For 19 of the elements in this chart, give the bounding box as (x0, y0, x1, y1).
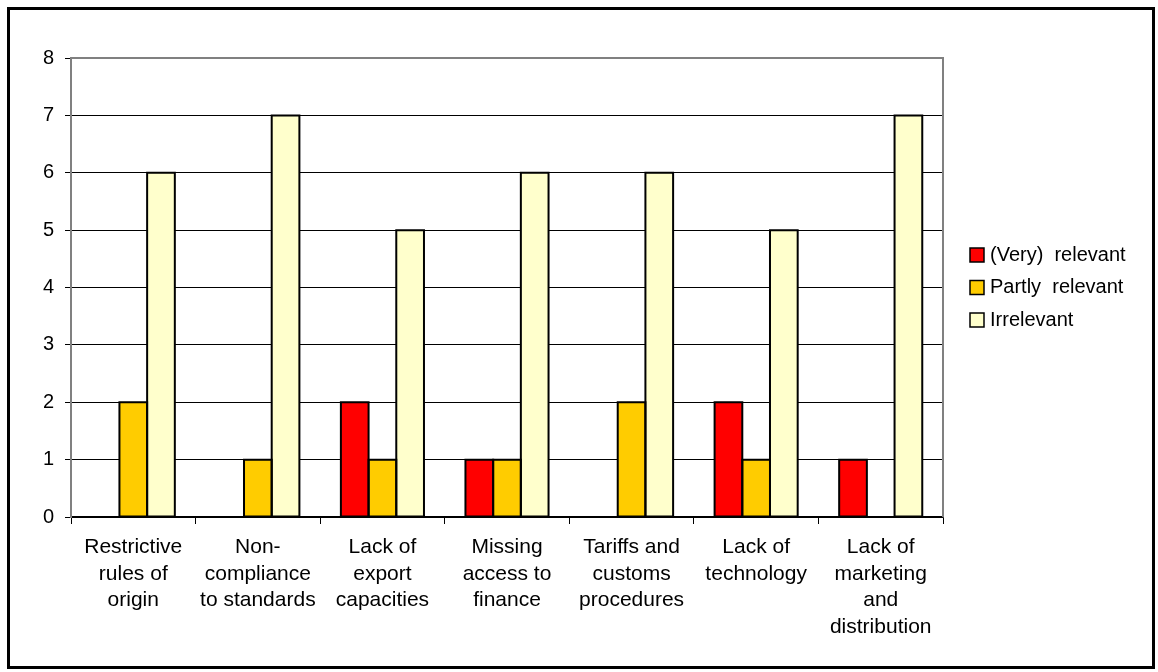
y-tick-label: 1 (42, 447, 54, 470)
y-tick-label: 3 (42, 332, 54, 355)
x-tick-label: Restrictive rules of origin (84, 534, 183, 611)
y-tick-label: 5 (42, 217, 54, 240)
y-tick-label: 4 (42, 275, 54, 298)
y-tick-label: 2 (42, 389, 54, 412)
y-tick-label: 6 (42, 160, 54, 183)
x-tick-label: Lack of marketing and distribution (829, 534, 932, 638)
y-tick-label: 8 (42, 45, 54, 68)
x-tick-label: Missing access to finance (462, 534, 552, 611)
y-tick-label: 7 (42, 102, 54, 125)
legend-label: Irrelevant (990, 307, 1074, 330)
x-tick-label: Non-compliance to standards (200, 534, 316, 611)
y-tick-label: 0 (42, 504, 54, 527)
x-tick-label: Lack of export capacities (335, 534, 430, 611)
x-tick-label: Tariffs and customs procedures (579, 534, 685, 611)
x-tick-label: Lack of technology (705, 534, 808, 584)
legend-label: Partly relevant (990, 275, 1124, 298)
legend-label: (Very) relevant (990, 242, 1127, 265)
